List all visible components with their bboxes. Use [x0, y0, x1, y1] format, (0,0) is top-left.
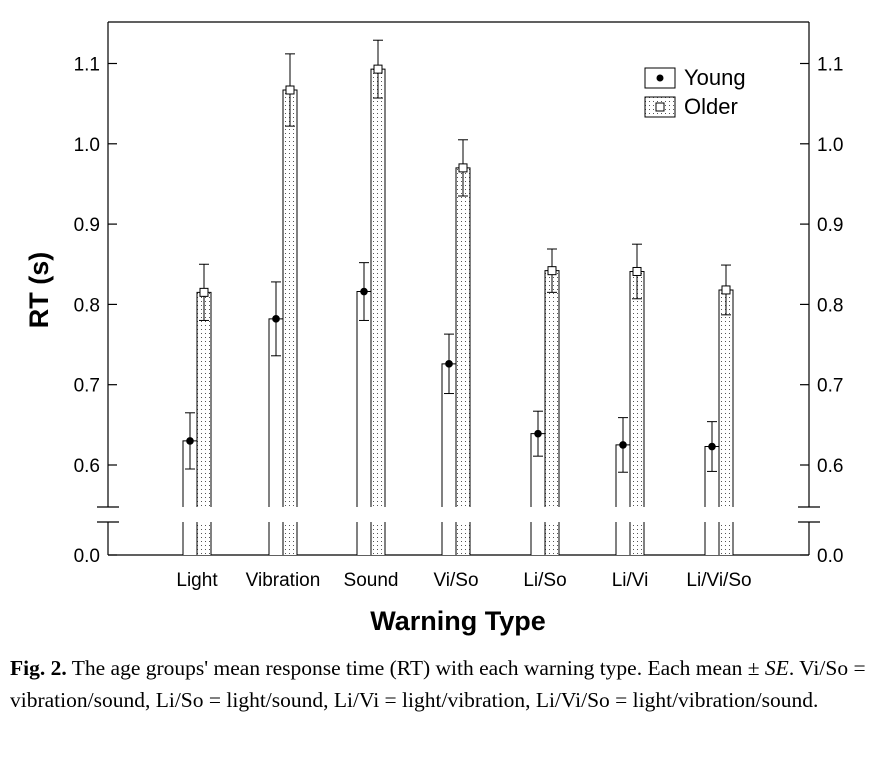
- y-ticks: 0.0 0.0 0.6 0.6 0.7 0.7 0.8 0.8 0.9 0.9 1.0 1.0 1.1 1…: [74, 55, 844, 568]
- mean-marker-older: [285, 85, 295, 95]
- y-tick-label-right: 0.8: [817, 295, 843, 316]
- bar-older: [197, 292, 211, 507]
- bar-older: [630, 271, 644, 507]
- y-tick-label-left: 0.0: [74, 546, 100, 567]
- y-tick-label-left: 1.0: [74, 135, 100, 156]
- mean-marker-young: [186, 437, 194, 445]
- bar-group: [629, 243, 645, 555]
- bar-young: [269, 318, 283, 507]
- x-tick-label: Vi/So: [433, 570, 478, 591]
- x-tick-labels: Light Vibration Sound Vi/So Li/So Li/Vi Li/Vi/…: [176, 570, 751, 591]
- y-tick-label-right: 1.1: [817, 55, 843, 76]
- bar-older-base: [456, 522, 470, 555]
- caption-label: Fig. 2.: [10, 656, 67, 680]
- bar-older-base: [197, 522, 211, 555]
- mean-marker-older: [458, 163, 468, 173]
- bar-group: [370, 39, 386, 555]
- caption-text-1: The age groups' mean response time (RT) …: [66, 656, 765, 680]
- y-tick-label-right: 0.0: [817, 546, 843, 567]
- y-tick-label-left: 1.1: [74, 55, 100, 76]
- x-tick-label: Li/Vi: [612, 570, 649, 591]
- bar-older-base: [283, 522, 297, 555]
- bar-group: [544, 248, 560, 555]
- bar-group: [718, 264, 734, 555]
- mean-marker-young: [619, 441, 627, 449]
- bar-young-base: [616, 522, 630, 555]
- y-axis-title: RT (s): [24, 252, 54, 329]
- bar-older: [371, 69, 385, 507]
- bar-older: [283, 89, 297, 508]
- x-tick-label: Sound: [344, 570, 399, 591]
- legend: Young Older: [644, 65, 746, 119]
- bar-older-base: [719, 522, 733, 555]
- legend-marker-young: [656, 74, 664, 82]
- x-tick-label: Li/Vi/So: [686, 570, 751, 591]
- bar-group: [182, 412, 198, 555]
- mean-marker-young: [360, 287, 368, 296]
- chart: 0.0 0.0 0.6 0.6 0.7 0.7 0.8 0.8 0.9 0.9 1.0 1.0 1.1 1…: [24, 21, 844, 636]
- bar-group: [282, 53, 298, 555]
- bar-group: [441, 333, 457, 555]
- legend-label-young: Young: [684, 65, 746, 90]
- x-tick-label: Li/So: [523, 570, 566, 591]
- bar-group: [615, 417, 631, 555]
- bar-young: [442, 363, 456, 507]
- legend-marker-older: [655, 102, 665, 112]
- mean-marker-older: [721, 285, 731, 295]
- bar-older: [545, 270, 559, 507]
- bar-older-base: [371, 522, 385, 555]
- bar-young: [705, 446, 719, 507]
- bar-young: [616, 444, 630, 507]
- mean-marker-young: [445, 360, 453, 368]
- bar-young: [357, 291, 371, 507]
- y-tick-label-right: 0.6: [817, 456, 843, 477]
- y-tick-label-left: 0.8: [74, 295, 100, 316]
- y-tick-label-right: 1.0: [817, 135, 843, 156]
- bar-young-base: [705, 522, 719, 555]
- bar-young: [531, 433, 545, 507]
- caption-se: SE: [764, 656, 789, 680]
- bar-older: [456, 167, 470, 507]
- bar-young-base: [442, 522, 456, 555]
- y-tick-label-left: 0.9: [74, 215, 100, 236]
- x-tick-label: Vibration: [246, 570, 321, 591]
- y-tick-label-left: 0.7: [74, 376, 100, 397]
- bar-group: [455, 139, 471, 555]
- mean-marker-young: [708, 442, 716, 451]
- bar-older: [719, 289, 733, 507]
- bar-group: [268, 281, 284, 555]
- bar-young-base: [269, 522, 283, 555]
- mean-marker-older: [199, 287, 209, 297]
- bar-group: [196, 263, 212, 555]
- mean-marker-older: [632, 266, 642, 276]
- figure-caption: Fig. 2. The age groups' mean response ti…: [10, 652, 872, 716]
- y-tick-label-right: 0.7: [817, 376, 843, 397]
- mean-marker-older: [373, 64, 383, 74]
- legend-label-older: Older: [684, 94, 738, 119]
- x-axis-title: Warning Type: [370, 606, 546, 636]
- mean-marker-older: [547, 266, 557, 276]
- bar-young-base: [183, 522, 197, 555]
- x-tick-label: Light: [176, 570, 218, 591]
- bar-older-base: [545, 522, 559, 555]
- bar-young-base: [357, 522, 371, 555]
- bars: [182, 39, 734, 555]
- bar-group: [704, 421, 720, 555]
- bar-group: [356, 262, 372, 555]
- bar-young-base: [531, 522, 545, 555]
- caption-text-2: . Vi/So = vibration/sound, Li/So = light…: [10, 656, 866, 712]
- bar-group: [530, 410, 546, 555]
- mean-marker-young: [272, 315, 280, 323]
- y-tick-label-right: 0.9: [817, 215, 843, 236]
- bar-older-base: [630, 522, 644, 555]
- y-tick-label-left: 0.6: [74, 456, 100, 477]
- bar-young: [183, 440, 197, 507]
- mean-marker-young: [534, 429, 542, 438]
